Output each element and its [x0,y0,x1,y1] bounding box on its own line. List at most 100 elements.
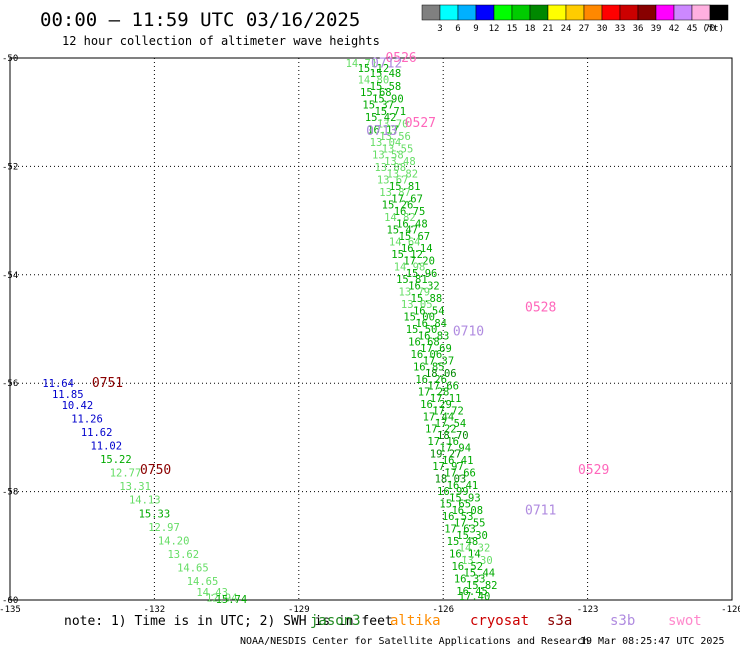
wave-height-label: 17.66 [427,380,459,392]
satellite-legend: jason3 altika cryosat s3a s3b swot [310,613,702,629]
colorbar-swatch [655,4,675,21]
data-labels: 14.7115.1215.4814.8015.5815.6815.9015.37… [42,58,497,606]
wave-height-label: 11.62 [81,427,113,439]
wave-height-label: 15.65 [439,499,471,511]
wave-height-label: 15.71 [374,106,406,118]
pass-time-label: 0713 [366,124,397,139]
wave-height-label: 13.88 [374,162,406,174]
legend-item-jason3: jason3 [310,613,361,629]
wave-height-label: 15.00 [403,312,435,324]
y-tick-label: -50 [2,54,18,64]
wave-height-label: 16.75 [394,206,426,218]
wave-height-label: 16.29 [420,399,452,411]
legend-item-altika: altika [390,613,441,629]
wave-height-label: 12.97 [148,522,180,534]
colorbar-tick-label: 42 [669,24,680,34]
y-axis-ticks: -50 -52 -54 -56 -58 -60 [2,54,18,606]
wave-height-label: 15.96 [406,268,438,280]
wave-height-label: 13.79 [399,287,431,299]
wave-height-label: 16.17 [367,125,399,137]
wave-height-label: 15.90 [372,94,404,106]
wave-height-label: 15.74 [216,594,248,606]
wave-height-label: 15.93 [449,493,481,505]
wave-height-label: 15.30 [456,530,488,542]
colorbar-swatch [439,4,459,21]
x-axis-ticks: -135 -132 -129 -126 -123 -120 [0,605,740,615]
pass-time-label: 0711 [525,504,556,519]
wave-height-label: 16.48 [396,218,428,230]
wave-height-label: 18.06 [425,368,457,380]
colorbar-tick-label: 39 [651,24,662,34]
wave-height-label: 16.99 [437,486,469,498]
colorbar-tick-label: 27 [579,24,590,34]
pass-time-label: 0528 [525,300,556,315]
wave-height-label: 14.43 [196,587,228,599]
wave-height-label: 16.54 [413,306,445,318]
wave-height-label: 13.04 [370,137,402,149]
x-tick-label: -132 [144,605,166,615]
colorbar-tick-label: 45 [687,24,698,34]
wave-height-label: 15.58 [370,81,402,93]
wave-height-label: 15.81 [389,181,421,193]
wave-height-label: 15.12 [391,249,423,261]
wave-height-label: 15.88 [411,293,443,305]
wave-height-label: 14.20 [158,535,190,547]
wave-height-label: 16.14 [401,243,433,255]
wave-height-label: 17.37 [423,355,455,367]
colorbar-swatch [691,4,711,21]
wave-height-label: 16.52 [451,561,483,573]
legend-item-s3b: s3b [610,613,635,629]
wave-height-label: 17.55 [454,517,486,529]
wave-height-label: 17.22 [425,424,457,436]
wave-height-label: 16.33 [454,573,486,585]
wave-height-label: 17.11 [430,393,462,405]
wave-height-label: 17.63 [444,523,476,535]
wave-height-label: 14.80 [358,75,390,87]
colorbar-tick-label: 3 [437,24,442,34]
colorbar-swatch [583,4,603,21]
grid-lines [10,58,732,600]
wave-height-label: 14.32 [459,542,491,554]
colorbar-swatch [493,4,513,21]
colorbar-tick-label: 15 [507,24,518,34]
pass-time-label: 0710 [453,325,484,340]
colorbar-swatch [619,4,639,21]
y-tick-label: -54 [2,271,18,281]
plot-border [9,57,733,601]
wave-height-label: 16.85 [413,361,445,373]
wave-height-label: 12.94 [206,592,238,604]
colorbar-tick-label: 12 [489,24,500,34]
colorbar-swatch [673,4,693,21]
pass-time-label: 0751 [92,376,123,391]
x-tick-label: -120 [721,605,740,615]
wave-height-label: 13.82 [386,168,418,180]
legend-note: note: 1) Time is in UTC; 2) SWH is in fe… [64,614,393,629]
wave-height-label: 17.40 [459,591,491,603]
colorbar-swatch [565,4,585,21]
wave-height-label: 16.53 [442,511,474,523]
wave-height-label: 16.45 [456,586,488,598]
wave-height-label: 14.13 [129,495,161,507]
wave-height-label: 17.54 [435,418,467,430]
wave-height-label: 13.62 [167,549,199,561]
wave-height-label: 15.47 [386,224,418,236]
wave-height-label: 12.77 [110,468,142,480]
wave-height-label: 13.48 [384,156,416,168]
wave-height-label: 15.50 [406,324,438,336]
wave-height-label: 15.48 [370,68,402,80]
wave-height-label: 14.65 [177,562,209,574]
wave-height-label: 11.85 [52,389,84,401]
colorbar-swatch [709,4,729,21]
colorbar-swatch [601,4,621,21]
wave-height-label: 14.65 [187,576,219,588]
colorbar-tick-label: 6 [455,24,460,34]
colorbar-tick-label: 30 [597,24,608,34]
wave-height-label: 14.71 [346,58,378,70]
colorbar-tick-label: 21 [543,24,554,34]
wave-height-label: 16.41 [442,455,474,467]
wave-height-label: 14.98 [394,262,426,274]
wave-height-label: 13.87 [379,187,411,199]
colorbar-swatch [421,4,441,21]
colorbar-swatch [547,4,567,21]
